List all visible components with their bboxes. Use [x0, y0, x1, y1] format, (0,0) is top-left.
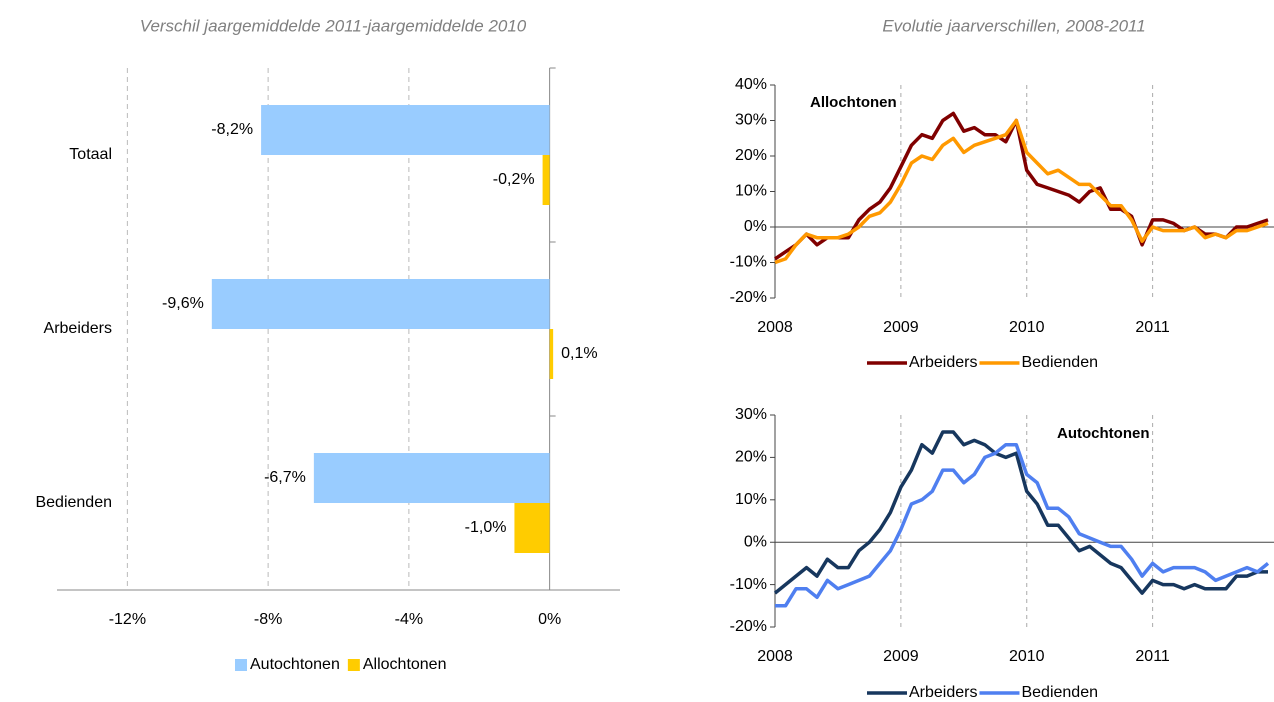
legend-label: Bedienden — [1021, 684, 1098, 701]
value-label: -1,0% — [465, 519, 507, 536]
x-tick-label: -4% — [395, 611, 423, 628]
x-tick-label: 2009 — [883, 648, 919, 665]
value-label: -6,7% — [264, 469, 306, 486]
x-tick-label: 2011 — [1135, 648, 1170, 665]
y-tick-label: Totaal — [69, 146, 112, 163]
legend-label: Arbeiders — [909, 354, 977, 371]
annotation: Allochtonen — [810, 94, 897, 111]
annotation: Autochtonen — [1057, 425, 1149, 442]
legend-swatch — [235, 659, 247, 671]
value-label: -0,2% — [493, 171, 535, 188]
y-tick-label: 40% — [735, 76, 767, 93]
x-tick-label: -8% — [254, 611, 282, 628]
chart-title: Evolutie jaarverschillen, 2008-2011 — [882, 16, 1145, 35]
bar — [542, 155, 550, 205]
legend-label: Allochtonen — [363, 656, 447, 673]
y-tick-label: 10% — [735, 183, 767, 200]
y-tick-label: 0% — [744, 218, 767, 235]
x-tick-label: 2008 — [757, 319, 793, 336]
y-tick-label: Arbeiders — [44, 320, 112, 337]
value-label: 0,1% — [561, 345, 597, 362]
y-tick-label: Bedienden — [35, 494, 112, 511]
x-tick-label: 2008 — [757, 648, 793, 665]
x-tick-label: -12% — [109, 611, 146, 628]
legend-label: Arbeiders — [909, 684, 977, 701]
bar — [211, 279, 550, 329]
x-tick-label: 2009 — [883, 319, 919, 336]
x-tick-label: 2010 — [1009, 648, 1045, 665]
y-tick-label: 30% — [735, 406, 767, 423]
legend-label: Bedienden — [1021, 354, 1098, 371]
legend-label: Autochtonen — [250, 656, 340, 673]
y-tick-label: -20% — [730, 618, 767, 635]
legend-swatch — [347, 659, 360, 671]
y-tick-label: -10% — [730, 254, 767, 271]
x-tick-label: 0% — [538, 611, 561, 628]
y-tick-label: 10% — [735, 491, 767, 508]
x-tick-label: 2011 — [1135, 319, 1170, 336]
y-tick-label: 20% — [735, 449, 767, 466]
y-tick-label: -20% — [730, 289, 767, 306]
y-tick-label: 0% — [744, 533, 767, 550]
line — [773, 430, 1268, 595]
value-label: -9,6% — [162, 295, 204, 312]
y-tick-label: 30% — [735, 112, 767, 129]
value-label: -8,2% — [211, 121, 253, 138]
bar — [313, 453, 550, 503]
line — [774, 118, 1269, 265]
bar — [514, 503, 550, 553]
x-tick-label: 2010 — [1009, 319, 1045, 336]
y-tick-label: -10% — [730, 576, 767, 593]
bar — [549, 329, 554, 379]
chart-title: Verschil jaargemiddelde 2011-jaargemidde… — [140, 16, 527, 35]
line — [775, 442, 1270, 608]
y-tick-label: 20% — [735, 147, 767, 164]
bar — [261, 105, 550, 155]
